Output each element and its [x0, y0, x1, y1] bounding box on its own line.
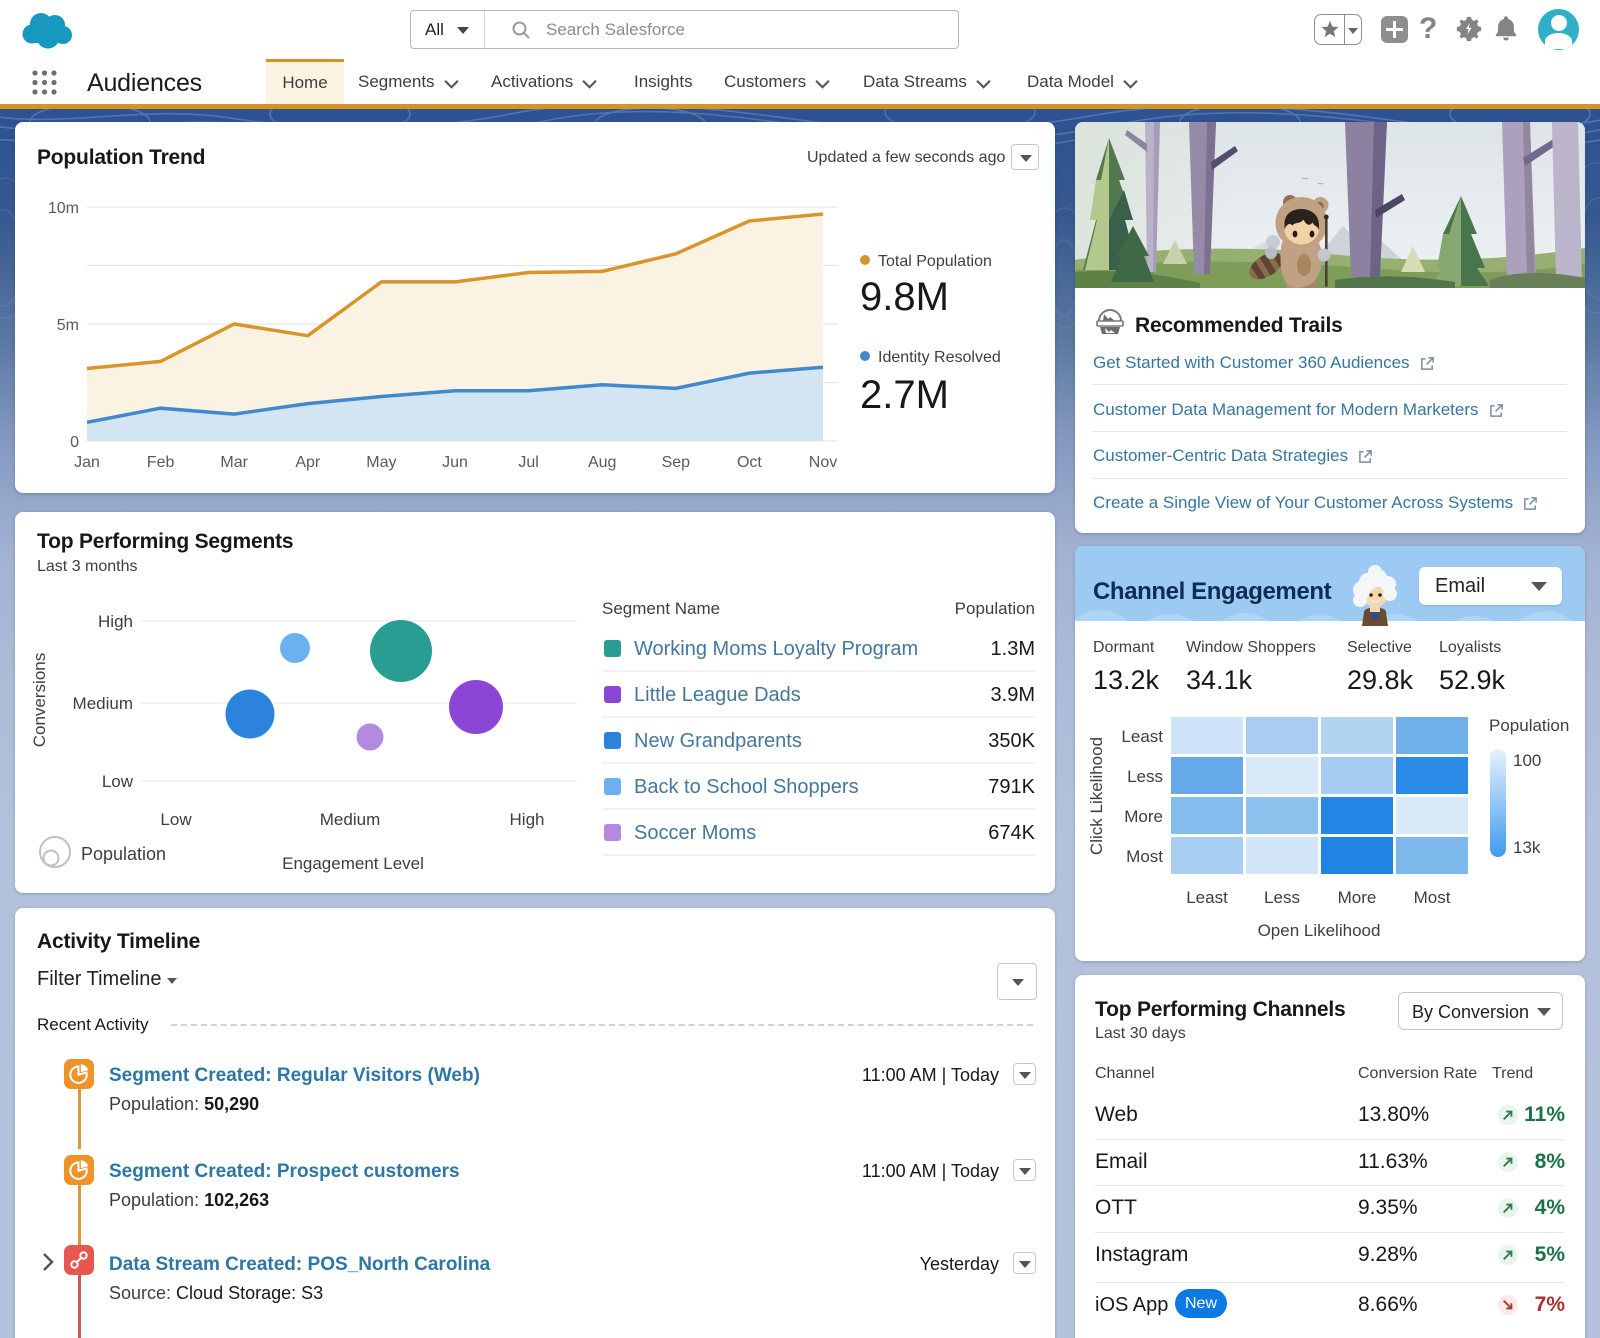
svg-text:Mar: Mar — [220, 454, 248, 471]
svg-text:Feb: Feb — [147, 454, 175, 471]
svg-text:5m: 5m — [57, 317, 79, 334]
svg-text:100: 100 — [1513, 751, 1541, 770]
svg-text:Low: Low — [102, 772, 134, 791]
svg-text:Back to School Shoppers: Back to School Shoppers — [634, 776, 859, 798]
svg-text:Jul: Jul — [518, 454, 538, 471]
svg-text:Medium: Medium — [73, 694, 133, 713]
svg-text:Most: Most — [1414, 888, 1451, 907]
svg-text:May: May — [366, 454, 396, 471]
svg-text:Less: Less — [1264, 888, 1300, 907]
svg-text:Low: Low — [160, 810, 192, 829]
svg-text:Population: Population — [1489, 716, 1569, 735]
svg-text:Sep: Sep — [662, 454, 691, 471]
svg-text:More: More — [1124, 807, 1163, 826]
svg-text:Apr: Apr — [295, 454, 321, 471]
svg-text:More: More — [1338, 888, 1377, 907]
svg-text:2.7M: 2.7M — [860, 373, 949, 417]
svg-text:Engagement Level: Engagement Level — [282, 854, 424, 873]
svg-text:Conversions: Conversions — [30, 653, 49, 748]
svg-text:High: High — [510, 810, 545, 829]
svg-text:Identity Resolved: Identity Resolved — [878, 349, 1001, 366]
svg-text:13k: 13k — [1513, 838, 1541, 857]
svg-text:Oct: Oct — [737, 454, 762, 471]
svg-text:0: 0 — [70, 434, 79, 451]
svg-text:Jun: Jun — [442, 454, 468, 471]
svg-text:9.8M: 9.8M — [860, 275, 949, 319]
svg-text:Population: Population — [955, 599, 1035, 618]
svg-text:Click Likelihood: Click Likelihood — [1087, 737, 1106, 855]
svg-text:Medium: Medium — [320, 810, 380, 829]
svg-text:Aug: Aug — [588, 454, 616, 471]
svg-text:674K: 674K — [988, 822, 1035, 844]
svg-text:10m: 10m — [48, 200, 79, 217]
svg-text:Little League Dads: Little League Dads — [634, 684, 801, 706]
svg-text:Population: Population — [81, 844, 166, 864]
svg-text:Less: Less — [1127, 767, 1163, 786]
svg-text:New Grandparents: New Grandparents — [634, 730, 802, 752]
svg-text:Most: Most — [1126, 847, 1163, 866]
svg-text:1.3M: 1.3M — [991, 638, 1035, 660]
svg-text:Total Population: Total Population — [878, 253, 992, 270]
svg-text:350K: 350K — [988, 730, 1035, 752]
svg-text:3.9M: 3.9M — [991, 684, 1035, 706]
svg-text:Open Likelihood: Open Likelihood — [1258, 921, 1381, 940]
svg-text:Least: Least — [1121, 727, 1163, 746]
svg-text:Soccer Moms: Soccer Moms — [634, 822, 756, 844]
svg-text:Jan: Jan — [74, 454, 100, 471]
svg-text:High: High — [98, 612, 133, 631]
svg-text:Nov: Nov — [809, 454, 837, 471]
svg-text:Least: Least — [1186, 888, 1228, 907]
svg-text:791K: 791K — [988, 776, 1035, 798]
svg-text:Segment Name: Segment Name — [602, 599, 720, 618]
svg-text:Working Moms Loyalty Program: Working Moms Loyalty Program — [634, 638, 918, 660]
